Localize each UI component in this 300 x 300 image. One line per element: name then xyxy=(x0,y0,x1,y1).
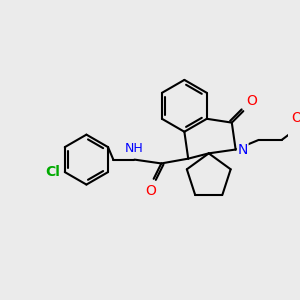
Text: O: O xyxy=(145,184,156,198)
Text: Cl: Cl xyxy=(45,165,60,179)
Text: N: N xyxy=(238,142,248,157)
Text: O: O xyxy=(292,111,300,124)
Text: NH: NH xyxy=(125,142,144,155)
Text: O: O xyxy=(246,94,257,108)
